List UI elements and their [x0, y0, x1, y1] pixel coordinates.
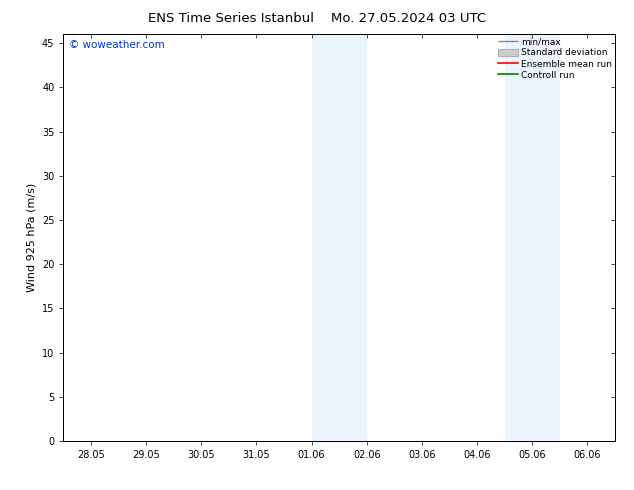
Bar	[339, 34, 367, 441]
Y-axis label: Wind 925 hPa (m/s): Wind 925 hPa (m/s)	[27, 183, 36, 292]
Bar	[312, 34, 339, 441]
Legend: min/max, Standard deviation, Ensemble mean run, Controll run: min/max, Standard deviation, Ensemble me…	[498, 37, 612, 80]
Bar	[505, 34, 533, 441]
Text: © woweather.com: © woweather.com	[69, 40, 165, 50]
Text: ENS Time Series Istanbul    Mo. 27.05.2024 03 UTC: ENS Time Series Istanbul Mo. 27.05.2024 …	[148, 12, 486, 25]
Bar	[533, 34, 560, 441]
